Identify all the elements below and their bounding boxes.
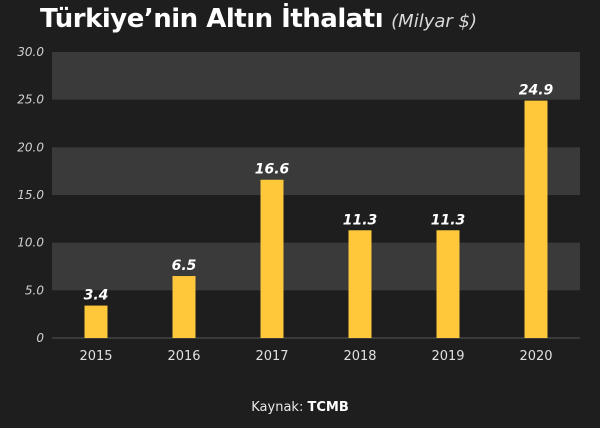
y-tick-label-0: 0 <box>36 331 44 345</box>
y-tick-label-6: 30.0 <box>17 45 44 59</box>
x-tick-label-2016: 2016 <box>167 349 200 364</box>
grid-band-1 <box>52 147 580 195</box>
x-tick-label-2020: 2020 <box>519 349 552 364</box>
y-tick-label-1: 5.0 <box>25 283 44 297</box>
chart-subtitle: (Milyar $) <box>391 11 477 32</box>
y-tick-label-2: 10.0 <box>17 236 44 250</box>
bar-2016 <box>172 276 196 338</box>
chart-title: Türkiye’nin Altın İthalatı <box>40 4 384 34</box>
x-tick-label-2019: 2019 <box>431 349 464 364</box>
source-name: TCMB <box>307 400 349 415</box>
data-label-2019: 11.3 <box>431 212 466 228</box>
data-label-2020: 24.9 <box>519 83 554 99</box>
source-label: Kaynak: <box>251 400 304 415</box>
bar-2019 <box>436 230 460 338</box>
source-note: Kaynak: TCMB <box>0 400 600 415</box>
data-label-2017: 16.6 <box>255 162 290 178</box>
data-label-2018: 11.3 <box>343 212 378 228</box>
y-tick-label-5: 25.0 <box>17 93 44 107</box>
x-tick-label-2015: 2015 <box>79 349 112 364</box>
bar-2020 <box>524 100 548 339</box>
x-tick-label-2018: 2018 <box>343 349 376 364</box>
y-tick-label-3: 15.0 <box>17 188 44 202</box>
grid-band-0 <box>52 242 580 291</box>
data-label-2016: 6.5 <box>172 258 197 274</box>
grid-band-2 <box>52 52 580 100</box>
chart-title-block: Türkiye’nin Altın İthalatı (Milyar $) <box>40 4 477 34</box>
bar-2015 <box>84 305 108 338</box>
y-tick-label-4: 20.0 <box>17 140 44 154</box>
data-label-2015: 3.4 <box>84 288 109 304</box>
x-tick-label-2017: 2017 <box>255 349 288 364</box>
bar-2017 <box>260 179 284 338</box>
bar-2018 <box>348 230 372 338</box>
